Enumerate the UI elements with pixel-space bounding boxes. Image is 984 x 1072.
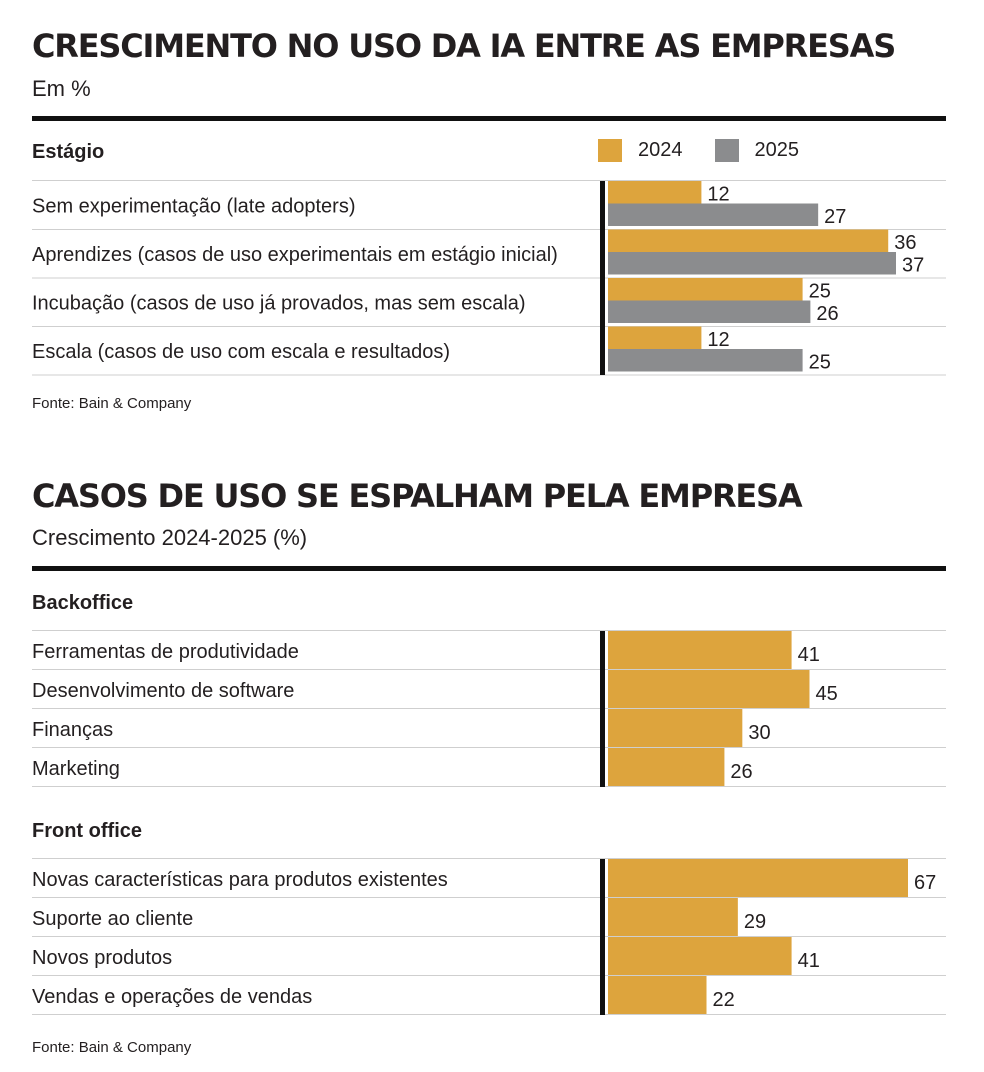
- bar-2025: [608, 349, 803, 372]
- category-label: Aprendizes (casos de uso experimentais e…: [32, 244, 558, 266]
- chart1-category-header: Estágio: [32, 141, 105, 163]
- legend-swatch-2024: [598, 139, 622, 162]
- data-label: 12: [707, 183, 729, 205]
- data-label: 67: [914, 872, 936, 894]
- category-label: Marketing: [32, 758, 120, 780]
- axis-line-0: [600, 631, 605, 787]
- bar: [608, 898, 738, 936]
- bar: [608, 976, 707, 1014]
- data-label: 29: [744, 911, 766, 933]
- category-label: Sem experimentação (late adopters): [32, 195, 356, 217]
- legend-label-2025: 2025: [754, 139, 800, 161]
- chart2-title: CASOS DE USO SE ESPALHAM PELA EMPRESA: [32, 477, 803, 515]
- data-label: 36: [894, 232, 916, 254]
- data-label: 25: [809, 351, 831, 373]
- category-label: Desenvolvimento de software: [32, 680, 294, 702]
- bar-2025: [608, 252, 896, 275]
- bar: [608, 709, 743, 747]
- bar: [608, 748, 725, 786]
- data-label: 30: [748, 722, 770, 744]
- legend-item-2025: 2025: [714, 139, 800, 162]
- bar: [608, 859, 908, 897]
- chart1-plot: Sem experimentação (late adopters) 12 27 Ap…: [32, 180, 946, 376]
- category-label: Escala (casos de uso com escala e result…: [32, 341, 450, 363]
- bar-2024: [608, 229, 889, 252]
- category-label: Suporte ao cliente: [32, 908, 193, 930]
- legend-item-2024: 2024: [598, 139, 683, 162]
- data-label: 41: [798, 950, 820, 972]
- data-label: 26: [730, 761, 752, 783]
- chart1-subtitle: Em %: [32, 76, 91, 101]
- chart1-legend: 2024 2025: [598, 139, 831, 162]
- data-label: 26: [816, 303, 838, 325]
- chart2-top-rule: [32, 566, 946, 571]
- category-label: Ferramentas de produtividade: [32, 641, 299, 663]
- data-label: 25: [809, 280, 831, 302]
- chart1-top-rule: [32, 116, 946, 121]
- data-label: 12: [707, 329, 729, 351]
- group-header: Front office: [32, 820, 142, 842]
- chart2-source: Fonte: Bain & Company: [32, 1039, 192, 1056]
- data-label: 45: [815, 683, 837, 705]
- category-label: Incubação (casos de uso já provados, mas…: [32, 292, 526, 314]
- bar-2025: [608, 300, 811, 323]
- bar-2024: [608, 326, 702, 349]
- bar: [608, 937, 792, 975]
- chart1-axis-line: [600, 181, 605, 375]
- bar: [608, 631, 792, 669]
- data-label: 27: [824, 206, 846, 228]
- bar-2024: [608, 278, 803, 301]
- bar-2024: [608, 181, 702, 204]
- category-label: Novas características para produtos exis…: [32, 869, 448, 891]
- category-label: Novos produtos: [32, 947, 172, 969]
- chart2-plot: Backoffice Ferramentas de produtividade 41…: [32, 592, 946, 1015]
- category-label: Vendas e operações de vendas: [32, 986, 312, 1008]
- legend-swatch-2025: [714, 139, 739, 162]
- bar-2025: [608, 203, 819, 226]
- chart2-subtitle: Crescimento 2024-2025 (%): [32, 525, 308, 550]
- group-header: Backoffice: [32, 592, 133, 614]
- data-label: 41: [798, 644, 820, 666]
- chart1-source: Fonte: Bain & Company: [32, 395, 192, 412]
- chart1-title: CRESCIMENTO NO USO DA IA ENTRE AS EMPRES…: [32, 27, 896, 65]
- data-label: 37: [902, 254, 924, 276]
- legend-label-2024: 2024: [638, 139, 683, 161]
- axis-line-1: [600, 859, 605, 1015]
- category-label: Finanças: [32, 719, 113, 741]
- data-label: 22: [713, 989, 735, 1011]
- bar: [608, 670, 810, 708]
